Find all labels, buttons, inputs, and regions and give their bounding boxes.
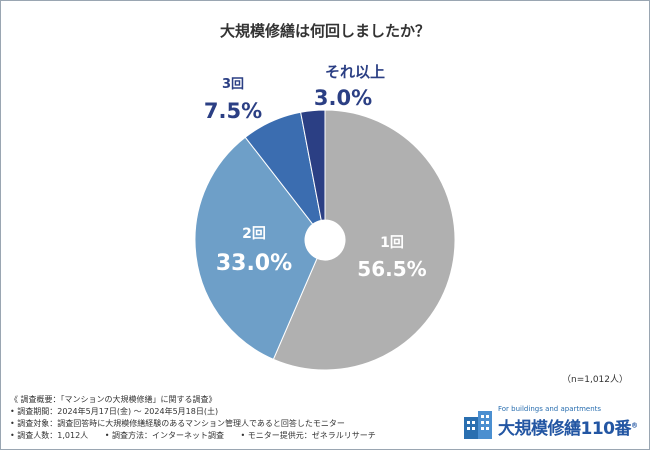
notes-row: • 調査人数：1,012人 • 調査方法：インターネット調査 • モニター提供元…	[10, 430, 390, 442]
logo-tagline: For buildings and apartments	[498, 405, 602, 413]
notes-period: • 調査期間：2024年5月17日(金) ～ 2024年5月18日(土)	[10, 407, 219, 416]
notes-header: 《 調査概要：「マンションの大規模修繕」に関する調査》	[10, 395, 217, 404]
slice-value-2: 33.0%	[216, 251, 292, 276]
brand-logo: For buildings and apartments 大規模修繕110番®	[462, 405, 642, 441]
notes-target: • 調査対象：調査回答時に大規模修繕経験のあるマンション管理人であると回答したモ…	[10, 419, 345, 428]
logo-registered-mark: ®	[631, 421, 638, 430]
slice-value-4: 3.0%	[314, 86, 372, 110]
slice-label-2: 2回	[242, 226, 266, 242]
logo-brand-text: 大規模修繕110番	[498, 419, 632, 439]
slice-1	[272, 109, 456, 371]
slice-label-3: 3回	[222, 77, 244, 92]
building-icon	[464, 411, 492, 439]
slice-value-1: 56.5%	[357, 257, 426, 281]
notes-provider: • モニター提供元：ゼネラルリサーチ	[240, 431, 376, 440]
slice-4	[300, 109, 326, 221]
slice-value-3: 7.5%	[204, 99, 262, 123]
survey-notes: 《 調査概要：「マンションの大規模修繕」に関する調査》 • 調査期間：2024年…	[10, 394, 390, 442]
sample-size: （n=1,012人）	[561, 375, 628, 385]
chart-title: 大規模修繕は何回しましたか？	[219, 22, 430, 40]
notes-method: • 調査方法：インターネット調査	[104, 431, 224, 440]
slice-label-4: それ以上	[325, 63, 385, 81]
slice-2	[194, 136, 318, 360]
notes-count: • 調査人数：1,012人	[10, 431, 89, 440]
slice-label-1: 1回	[380, 235, 404, 251]
logo-brand: 大規模修繕110番®	[498, 414, 638, 439]
